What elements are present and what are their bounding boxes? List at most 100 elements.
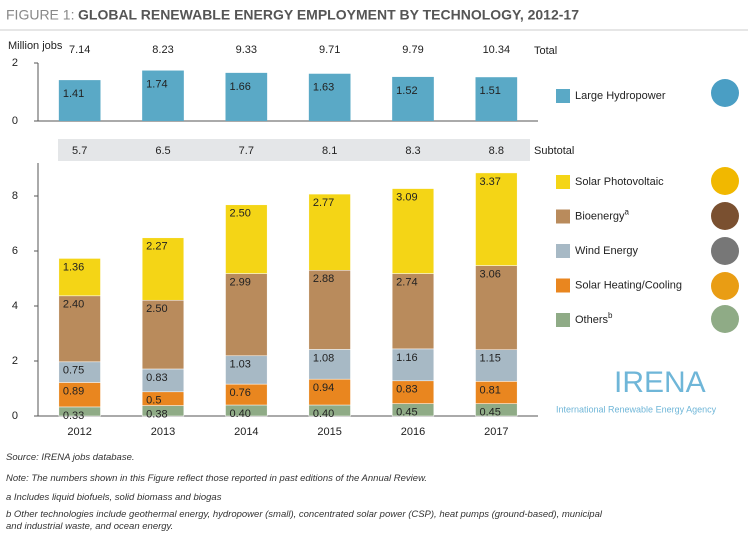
value-label: 0.83	[146, 372, 167, 384]
subtotal-label: 5.7	[72, 145, 87, 157]
value-label: 0.5	[146, 395, 161, 407]
value-label: 0.76	[230, 387, 251, 399]
value-label: 2.74	[396, 276, 417, 288]
value-label: 0.89	[63, 385, 84, 397]
subtotal-caption: Subtotal	[534, 145, 574, 157]
logo-subtitle: International Renewable Energy Agency	[556, 404, 717, 414]
subtotal-label: 8.1	[322, 145, 337, 157]
footnote: a Includes liquid biofuels, solid biomas…	[6, 492, 222, 503]
legend-label: Bioenergya	[575, 208, 630, 223]
y-tick-label: 2	[12, 57, 18, 69]
legend-swatch	[556, 89, 570, 103]
bar-segment	[58, 382, 101, 408]
bar-segment	[391, 348, 435, 382]
value-label: 1.63	[313, 82, 334, 94]
legend-swatch	[556, 209, 570, 224]
value-label: 0.40	[230, 408, 251, 420]
total-label: 8.23	[152, 44, 173, 56]
y-tick-label: 6	[12, 245, 18, 257]
value-label: 0.45	[480, 407, 501, 419]
value-label: 0.45	[396, 407, 417, 419]
y-tick-label: 2	[12, 355, 18, 367]
value-label: 1.66	[230, 81, 251, 93]
subtotal-label: 7.7	[239, 145, 254, 157]
bar-segment	[58, 295, 101, 363]
y-axis-label: Million jobs	[8, 40, 63, 52]
legend-label: Wind Energy	[575, 245, 638, 257]
logo-name: IRENA	[614, 366, 706, 399]
y-tick-label: 4	[12, 300, 18, 312]
legend-label: Large Hydropower	[575, 90, 666, 102]
x-tick-label: 2013	[151, 426, 175, 438]
icons	[711, 79, 739, 333]
x-tick-label: 2015	[317, 426, 341, 438]
bar-segment	[475, 172, 518, 266]
value-label: 2.88	[313, 273, 334, 285]
total-label: 7.14	[69, 44, 90, 56]
value-label: 1.52	[396, 85, 417, 97]
subtotal-band	[58, 139, 530, 161]
subtotal-label: 8.8	[489, 145, 504, 157]
total-caption: Total	[534, 45, 557, 57]
value-label: 2.77	[313, 197, 334, 209]
bar-segment	[308, 378, 351, 406]
value-label: 1.51	[480, 85, 501, 97]
value-label: 0.83	[396, 384, 417, 396]
bar-segment	[58, 258, 101, 297]
x-tick-label: 2016	[401, 426, 425, 438]
bar-segment	[308, 193, 351, 271]
legend-swatch	[556, 313, 570, 327]
value-label: 1.16	[396, 352, 417, 364]
bar-segment	[308, 349, 351, 380]
bar-segment	[225, 204, 268, 274]
bar-segment	[141, 299, 185, 370]
source: Source: IRENA jobs database.	[6, 452, 135, 463]
bar-segment	[391, 273, 435, 350]
figure-label: FIGURE 1:	[6, 7, 74, 23]
value-label: 1.08	[313, 352, 334, 364]
bar	[392, 76, 434, 121]
x-tick-label: 2017	[484, 426, 508, 438]
legend-label: Othersb	[575, 311, 613, 326]
value-label: 3.09	[396, 191, 417, 203]
value-label: 3.06	[480, 268, 501, 280]
y-tick-label: 8	[12, 190, 18, 202]
chart-title: GLOBAL RENEWABLE ENERGY EMPLOYMENT BY TE…	[78, 7, 579, 23]
value-label: 2.50	[230, 208, 251, 220]
bar	[58, 80, 101, 121]
legend-marker: b	[608, 311, 613, 320]
bar	[308, 73, 351, 121]
value-label: 2.40	[63, 299, 84, 311]
legend-label: Solar Heating/Cooling	[575, 279, 682, 291]
legend-marker: a	[625, 208, 630, 217]
x-tick-label: 2014	[234, 426, 258, 438]
x-tick-label: 2012	[67, 426, 91, 438]
total-label: 9.33	[236, 44, 257, 56]
value-label: 1.36	[63, 261, 84, 273]
value-label: 1.15	[480, 353, 501, 365]
value-label: 3.37	[480, 176, 501, 188]
legend-swatch	[556, 278, 570, 293]
bar-segment	[391, 188, 435, 274]
value-label: 0.38	[146, 408, 167, 420]
bar-segment	[308, 270, 351, 350]
bar-segment	[225, 273, 268, 357]
note: Note: The numbers shown in this Figure r…	[6, 473, 428, 484]
value-label: 0.75	[63, 365, 84, 377]
subtotal-label: 6.5	[155, 145, 170, 157]
chart: FIGURE 1: GLOBAL RENEWABLE ENERGY EMPLOY…	[0, 7, 748, 438]
legend-swatch	[556, 175, 570, 189]
bar	[225, 72, 268, 121]
value-label: 2.27	[146, 241, 167, 253]
y-tick-label: 0	[12, 115, 18, 127]
total-label: 9.71	[319, 44, 340, 56]
value-label: 1.41	[63, 88, 84, 100]
legend-label: Solar Photovoltaic	[575, 176, 664, 188]
total-label: 10.34	[483, 44, 511, 56]
bar-segment	[475, 349, 518, 382]
value-label: 0.94	[313, 382, 334, 394]
value-label: 0.81	[480, 384, 501, 396]
value-label: 0.40	[313, 408, 334, 420]
bar	[142, 70, 184, 121]
